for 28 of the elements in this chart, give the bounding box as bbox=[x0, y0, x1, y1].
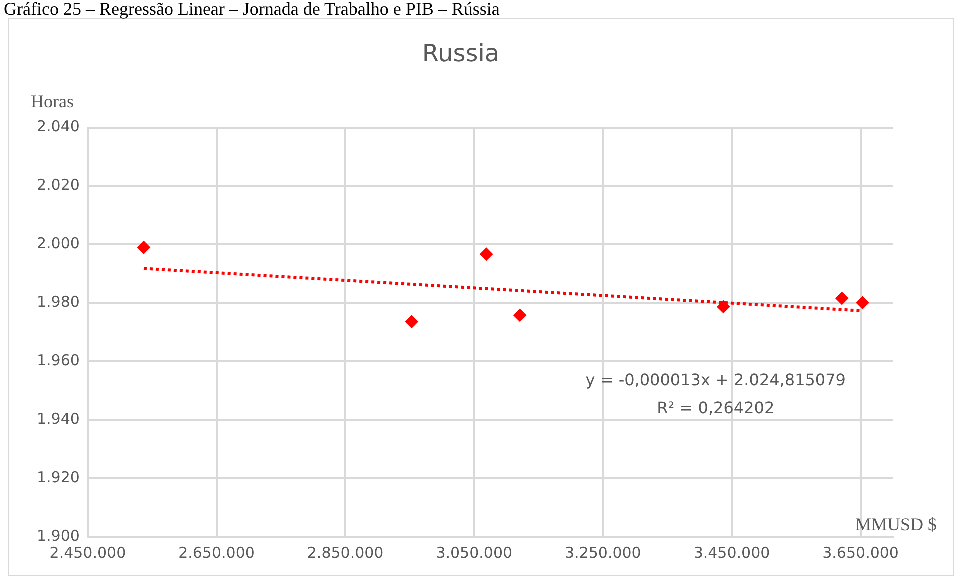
y-tick-label: 2.020 bbox=[36, 176, 80, 194]
annotation: R² = 0,264202 bbox=[657, 398, 775, 418]
x-tick-label: 2.850.000 bbox=[307, 544, 384, 562]
x-tick-label: 3.450.000 bbox=[694, 544, 770, 562]
point bbox=[836, 292, 849, 305]
point bbox=[856, 296, 870, 310]
y-tick-label: 2.040 bbox=[36, 118, 80, 136]
x-tick-label: 3.050.000 bbox=[436, 544, 513, 562]
x-tick-label: 2.450.000 bbox=[50, 544, 126, 562]
y-tick-label: 1.920 bbox=[36, 468, 80, 486]
chart-title: Russia bbox=[422, 40, 500, 68]
point bbox=[405, 315, 418, 328]
point bbox=[480, 248, 494, 261]
y-tick-label: 1.900 bbox=[36, 526, 80, 545]
y-tick-label: 1.940 bbox=[36, 410, 80, 428]
x-tick-label: 3.650.000 bbox=[822, 544, 899, 562]
point bbox=[717, 300, 730, 314]
x-tick-label: 2.650.000 bbox=[178, 544, 255, 562]
y-tick-label: 2.000 bbox=[36, 234, 80, 253]
x-axis-title: MMUSD $ bbox=[855, 514, 937, 535]
y-tick-label: 1.960 bbox=[36, 352, 80, 370]
y-tick-label: 1.980 bbox=[36, 293, 80, 312]
point bbox=[514, 308, 527, 322]
annotation: y = -0,000013x + 2.024,815079 bbox=[586, 370, 846, 390]
y-axis-title: Horas bbox=[31, 92, 74, 112]
point bbox=[137, 241, 150, 254]
x-tick-label: 3.250.000 bbox=[565, 544, 642, 562]
text: Gráfico 25 – Regressão Linear – Jornada de Trabalho e PIB – Rússia bbox=[3, 0, 501, 19]
